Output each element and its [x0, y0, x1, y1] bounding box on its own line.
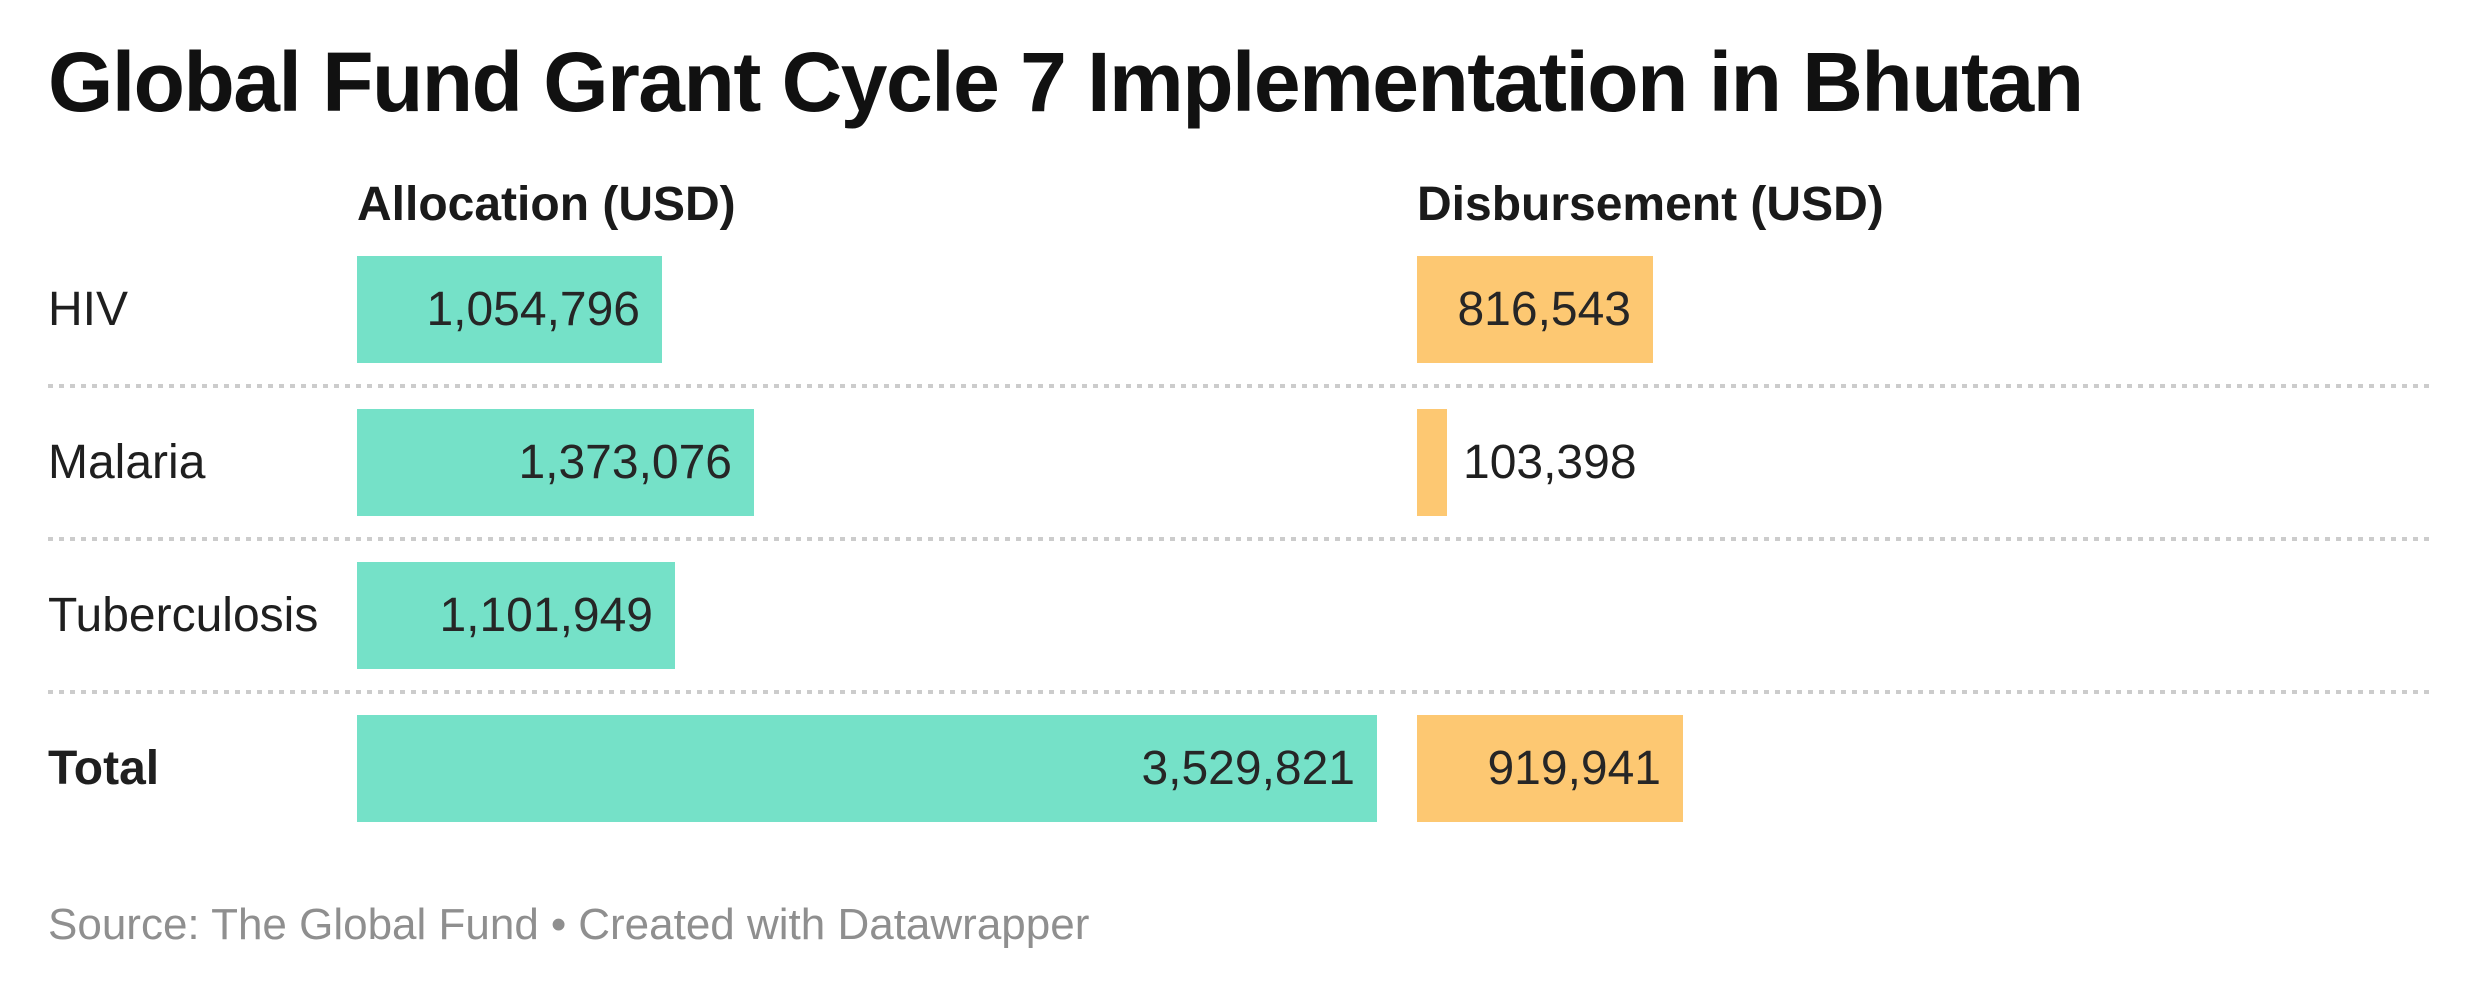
allocation-value: 1,373,076	[518, 436, 732, 489]
category-label: Tuberculosis	[48, 589, 319, 642]
footer-separator: •	[550, 900, 567, 949]
disbursement-bar: 816,543	[1417, 256, 1653, 363]
chart-title: Global Fund Grant Cycle 7 Implementation…	[48, 35, 2084, 129]
table-row: HIV 1,054,796 816,543	[48, 235, 2432, 384]
category-label: Total	[48, 742, 160, 795]
category-label: HIV	[48, 283, 129, 336]
allocation-value: 3,529,821	[1141, 742, 1355, 795]
disbursement-cell: 103,398	[1417, 409, 2432, 516]
table-row: Total 3,529,821 919,941	[48, 694, 2432, 843]
disbursement-cell: 919,941	[1417, 715, 2432, 822]
category-label: Malaria	[48, 436, 206, 489]
source-text: Source: The Global Fund	[48, 900, 539, 949]
allocation-bar: 1,054,796	[357, 256, 662, 363]
allocation-cell: 1,101,949	[357, 562, 1417, 669]
row-separator	[48, 537, 2432, 541]
table-row: Tuberculosis 1,101,949	[48, 541, 2432, 690]
allocation-bar: 1,101,949	[357, 562, 675, 669]
disbursement-value: 919,941	[1487, 742, 1661, 795]
allocation-bar: 1,373,076	[357, 409, 754, 516]
allocation-value: 1,054,796	[426, 283, 640, 336]
allocation-value: 1,101,949	[439, 589, 653, 642]
allocation-cell: 1,054,796	[357, 256, 1417, 363]
row-separator	[48, 690, 2432, 694]
disbursement-bar: 919,941	[1417, 715, 1683, 822]
allocation-cell: 3,529,821	[357, 715, 1417, 822]
header-spacer	[48, 177, 357, 233]
column-headers: Allocation (USD) Disbursement (USD)	[48, 177, 2432, 233]
disbursement-value: 103,398	[1463, 436, 1637, 489]
bar-table: HIV 1,054,796 816,543 Malaria 1,373,076 103,3…	[48, 235, 2432, 843]
row-separator	[48, 384, 2432, 388]
allocation-cell: 1,373,076	[357, 409, 1417, 516]
disbursement-cell	[1417, 562, 2432, 669]
column-header-allocation: Allocation (USD)	[357, 178, 736, 231]
disbursement-value: 816,543	[1457, 283, 1631, 336]
chart-container: Global Fund Grant Cycle 7 Implementation…	[48, 35, 2432, 951]
footer: Source: The Global Fund • Created with Dat…	[48, 899, 2432, 951]
disbursement-bar	[1417, 409, 1447, 516]
column-header-disbursement: Disbursement (USD)	[1417, 178, 1884, 231]
table-row: Malaria 1,373,076 103,398	[48, 388, 2432, 537]
datawrapper-credit-link[interactable]: Created with Datawrapper	[578, 900, 1090, 949]
disbursement-cell: 816,543	[1417, 256, 2432, 363]
allocation-bar: 3,529,821	[357, 715, 1377, 822]
